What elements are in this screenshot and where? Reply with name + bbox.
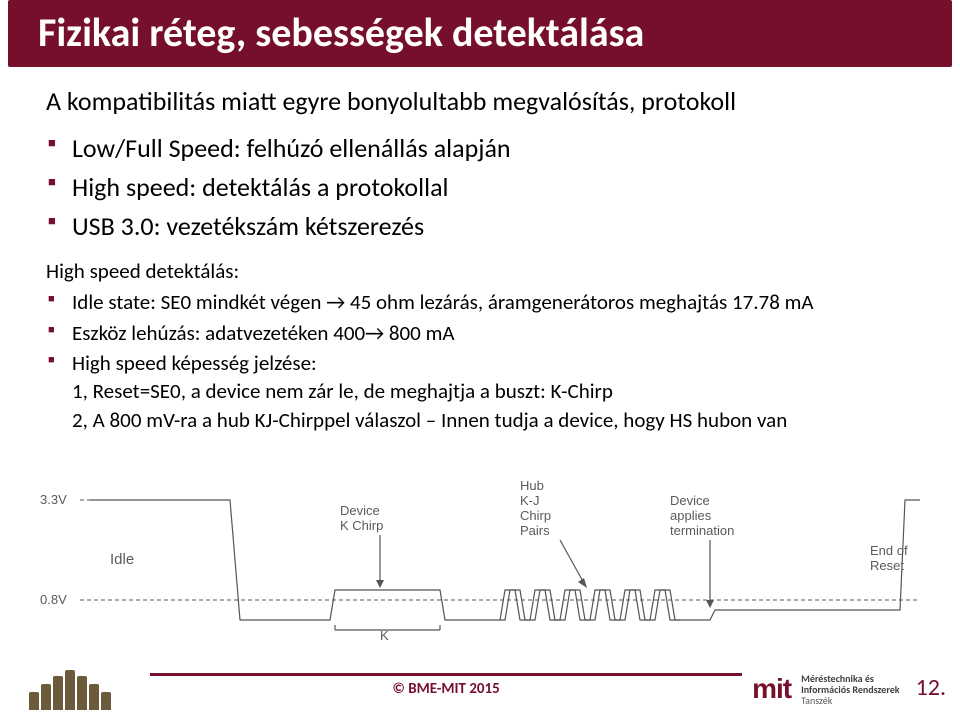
sub-heading: High speed detektálás:: [46, 258, 914, 284]
sub-bullet-hs-signal: High speed képesség jelzése: 1, Reset=SE…: [46, 349, 914, 434]
label-hub-1: Hub: [520, 478, 544, 493]
sub-bullet-hs-title: High speed képesség jelzése:: [72, 350, 317, 376]
label-hub-4: Pairs: [520, 523, 550, 538]
university-crest-icon: [0, 662, 140, 716]
footer-divider: © BME-MIT 2015: [150, 673, 742, 705]
arrowhead-hub: [578, 578, 587, 588]
label-hub-3: Chirp: [520, 508, 551, 523]
arrow-hub: [560, 540, 585, 585]
slide-body: A kompatibilitás miatt egyre bonyolultab…: [0, 67, 960, 434]
page-number: 12.: [910, 673, 960, 706]
label-end-1: End of: [870, 543, 908, 558]
sub-bullet-hs-line2: 2, A 800 mV-ra a hub KJ-Chirppel válaszo…: [72, 406, 914, 434]
main-bullet-list: Low/Full Speed: felhúzó ellenállás alapj…: [46, 131, 914, 244]
footer-copyright: © BME-MIT 2015: [392, 680, 499, 698]
label-term-3: termination: [670, 523, 734, 538]
label-device-k-2: K Chirp: [340, 518, 383, 533]
arrowhead-device-k: [376, 580, 384, 588]
label-idle: Idle: [110, 551, 134, 568]
label-3v3: 3.3V: [40, 492, 67, 507]
label-end-2: Reset: [870, 558, 904, 573]
label-hub-2: K-J: [520, 493, 540, 508]
arrowhead-term: [706, 600, 714, 608]
bullet-usb3: USB 3.0: vezetékszám kétszerezés: [46, 209, 914, 244]
footer: © BME-MIT 2015 mit Méréstechnika és Info…: [0, 662, 960, 716]
sub-bullet-hs-line1: 1, Reset=SE0, a device nem zár le, de me…: [72, 377, 914, 405]
sub-bullet-idle: Idle state: SE0 mindkét végen → 45 ohm l…: [46, 288, 914, 316]
bullet-high-speed: High speed: detektálás a protokollal: [46, 170, 914, 205]
waveform-line: [90, 500, 920, 620]
timing-diagram: 3.3V 0.8V Idle Device K Chirp Hub K-J Ch…: [30, 460, 940, 650]
label-term-2: applies: [670, 508, 712, 523]
mit-dept-line3: Tanszék: [801, 694, 832, 707]
label-0v8: 0.8V: [40, 592, 67, 607]
label-device-k-1: Device: [340, 503, 380, 518]
mit-logo: mit Méréstechnika és Információs Rendsze…: [752, 673, 910, 706]
bullet-low-full: Low/Full Speed: felhúzó ellenállás alapj…: [46, 131, 914, 166]
mit-wordmark-icon: mit: [752, 673, 791, 705]
sub-bullet-list: Idle state: SE0 mindkét végen → 45 ohm l…: [46, 288, 914, 434]
sub-bullet-pulldown: Eszköz lehúzás: adatvezetéken 400→ 800 m…: [46, 319, 914, 347]
label-term-1: Device: [670, 493, 710, 508]
mit-dept-text: Méréstechnika és Információs Rendszerek …: [801, 673, 900, 706]
lead-text: A kompatibilitás miatt egyre bonyolultab…: [46, 85, 914, 117]
slide-title: Fizikai réteg, sebességek detektálása: [8, 0, 952, 67]
